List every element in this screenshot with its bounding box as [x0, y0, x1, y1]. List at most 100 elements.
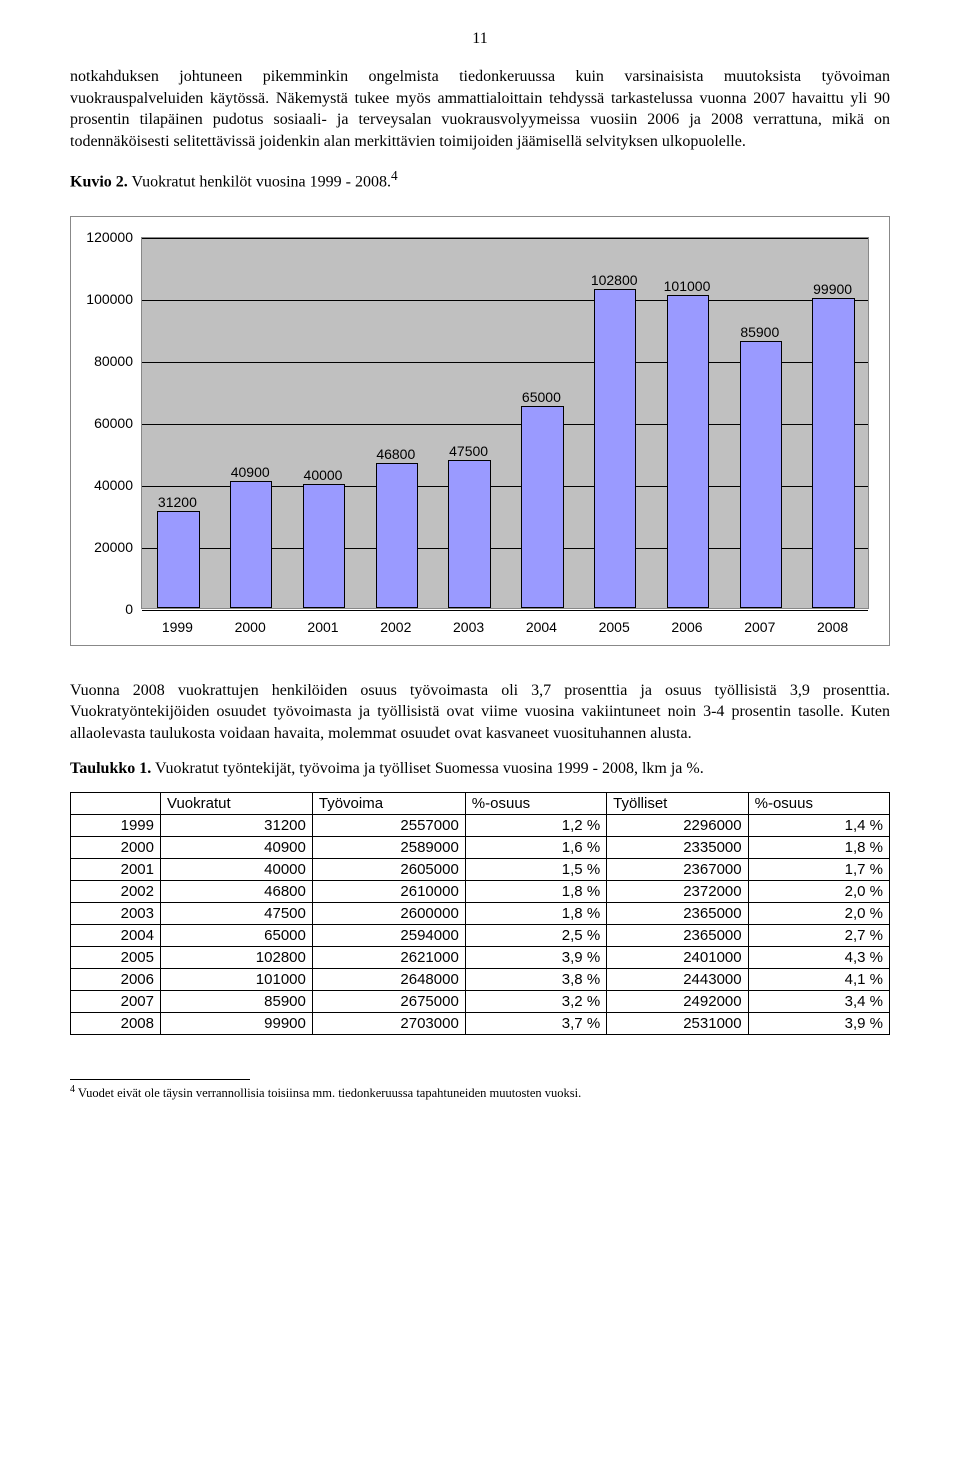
table-cell: 2365000: [607, 903, 748, 925]
chart-bar: [594, 289, 636, 608]
footnote-text: Vuodet eivät ole täysin verrannollisia t…: [75, 1087, 581, 1101]
chart-bar: [448, 460, 490, 607]
table-cell: 2621000: [312, 947, 465, 969]
chart-bar: [521, 406, 563, 608]
table-header-cell: %-osuus: [465, 793, 606, 815]
table-header-cell: Työvoima: [312, 793, 465, 815]
chart-x-tick-label: 2003: [453, 619, 484, 635]
chart-y-tick-label: 120000: [71, 229, 133, 245]
chart-y-tick-label: 100000: [71, 291, 133, 307]
table-cell: 2296000: [607, 815, 748, 837]
table-cell: 3,7 %: [465, 1013, 606, 1035]
chart-x-tick-label: 2005: [599, 619, 630, 635]
table-cell: 2703000: [312, 1013, 465, 1035]
table-cell: 2001: [71, 859, 161, 881]
table-label: Taulukko 1.: [70, 760, 151, 777]
table-cell: 2401000: [607, 947, 748, 969]
table-row: 20034750026000001,8 %23650002,0 %: [71, 903, 890, 925]
table-caption-rest: Vuokratut työntekijät, työvoima ja työll…: [151, 760, 703, 777]
table-row: 20078590026750003,2 %24920003,4 %: [71, 991, 890, 1013]
table-cell: 1,8 %: [748, 837, 889, 859]
table-cell: 2367000: [607, 859, 748, 881]
table-cell: 2,7 %: [748, 925, 889, 947]
table-cell: 2675000: [312, 991, 465, 1013]
table-cell: 2,0 %: [748, 903, 889, 925]
bar-chart: 0200004000060000800001000001200003120019…: [70, 216, 890, 646]
table-cell: 3,9 %: [748, 1013, 889, 1035]
table-cell: 102800: [161, 947, 313, 969]
table-cell: 2002: [71, 881, 161, 903]
table-cell: 1,4 %: [748, 815, 889, 837]
table-cell: 1999: [71, 815, 161, 837]
chart-x-tick-label: 2000: [235, 619, 266, 635]
table-cell: 1,8 %: [465, 881, 606, 903]
table-cell: 2004: [71, 925, 161, 947]
table-cell: 1,5 %: [465, 859, 606, 881]
table-cell: 99900: [161, 1013, 313, 1035]
table-body: 19993120025570001,2 %22960001,4 %2000409…: [71, 815, 890, 1035]
table-cell: 3,9 %: [465, 947, 606, 969]
table-cell: 2,5 %: [465, 925, 606, 947]
table-cell: 2008: [71, 1013, 161, 1035]
chart-x-tick-label: 2006: [671, 619, 702, 635]
table-cell: 2335000: [607, 837, 748, 859]
table-cell: 65000: [161, 925, 313, 947]
table-row: 20046500025940002,5 %23650002,7 %: [71, 925, 890, 947]
footnote-rule: [70, 1079, 250, 1080]
table-cell: 2531000: [607, 1013, 748, 1035]
chart-gridline: [142, 610, 868, 611]
table-cell: 40000: [161, 859, 313, 881]
table-cell: 3,4 %: [748, 991, 889, 1013]
chart-bar-value: 102800: [591, 272, 638, 290]
table-cell: 3,2 %: [465, 991, 606, 1013]
paragraph-2: Vuonna 2008 vuokrattujen henkilöiden osu…: [70, 680, 890, 745]
table-cell: 2557000: [312, 815, 465, 837]
table-header-cell: Vuokratut: [161, 793, 313, 815]
table-cell: 46800: [161, 881, 313, 903]
chart-gridline: [142, 238, 868, 239]
chart-bar: [740, 341, 782, 607]
table-cell: 3,8 %: [465, 969, 606, 991]
chart-bar-value: 85900: [740, 324, 779, 342]
chart-plot-area: [141, 237, 869, 609]
table-cell: 4,1 %: [748, 969, 889, 991]
table-cell: 101000: [161, 969, 313, 991]
table-cell: 4,3 %: [748, 947, 889, 969]
table-cell: 2589000: [312, 837, 465, 859]
chart-bar: [157, 511, 199, 608]
table-cell: 2492000: [607, 991, 748, 1013]
table-cell: 2007: [71, 991, 161, 1013]
chart-x-tick-label: 2001: [307, 619, 338, 635]
chart-y-tick-label: 0: [71, 601, 133, 617]
page-number: 11: [70, 30, 890, 48]
chart-bar-value: 65000: [522, 389, 561, 407]
chart-x-tick-label: 1999: [162, 619, 193, 635]
chart-bar: [230, 481, 272, 608]
table-cell: 2365000: [607, 925, 748, 947]
table-cell: 2605000: [312, 859, 465, 881]
table-cell: 2648000: [312, 969, 465, 991]
table-cell: 2,0 %: [748, 881, 889, 903]
table-row: 20014000026050001,5 %23670001,7 %: [71, 859, 890, 881]
table-row: 20004090025890001,6 %23350001,8 %: [71, 837, 890, 859]
table-cell: 85900: [161, 991, 313, 1013]
table-cell: 40900: [161, 837, 313, 859]
chart-y-tick-label: 80000: [71, 353, 133, 369]
chart-gridline: [142, 300, 868, 301]
figure-caption-rest: Vuokratut henkilöt vuosina 1999 - 2008.: [128, 174, 391, 191]
chart-y-tick-label: 20000: [71, 539, 133, 555]
paragraph-1: notkahduksen johtuneen pikemminkin ongel…: [70, 66, 890, 152]
chart-bar-value: 99900: [813, 281, 852, 299]
table-caption: Taulukko 1. Vuokratut työntekijät, työvo…: [70, 760, 890, 778]
table-header-row: VuokratutTyövoima%-osuusTyölliset%-osuus: [71, 793, 890, 815]
footnote: 4 Vuodet eivät ole täysin verrannollisia…: [70, 1084, 890, 1101]
table-cell: 2600000: [312, 903, 465, 925]
chart-bar-value: 101000: [664, 278, 711, 296]
chart-x-tick-label: 2002: [380, 619, 411, 635]
chart-x-tick-label: 2004: [526, 619, 557, 635]
table-row: 200610100026480003,8 %24430004,1 %: [71, 969, 890, 991]
table-header-cell: [71, 793, 161, 815]
chart-x-tick-label: 2008: [817, 619, 848, 635]
table-cell: 2005: [71, 947, 161, 969]
chart-bar: [667, 295, 709, 608]
